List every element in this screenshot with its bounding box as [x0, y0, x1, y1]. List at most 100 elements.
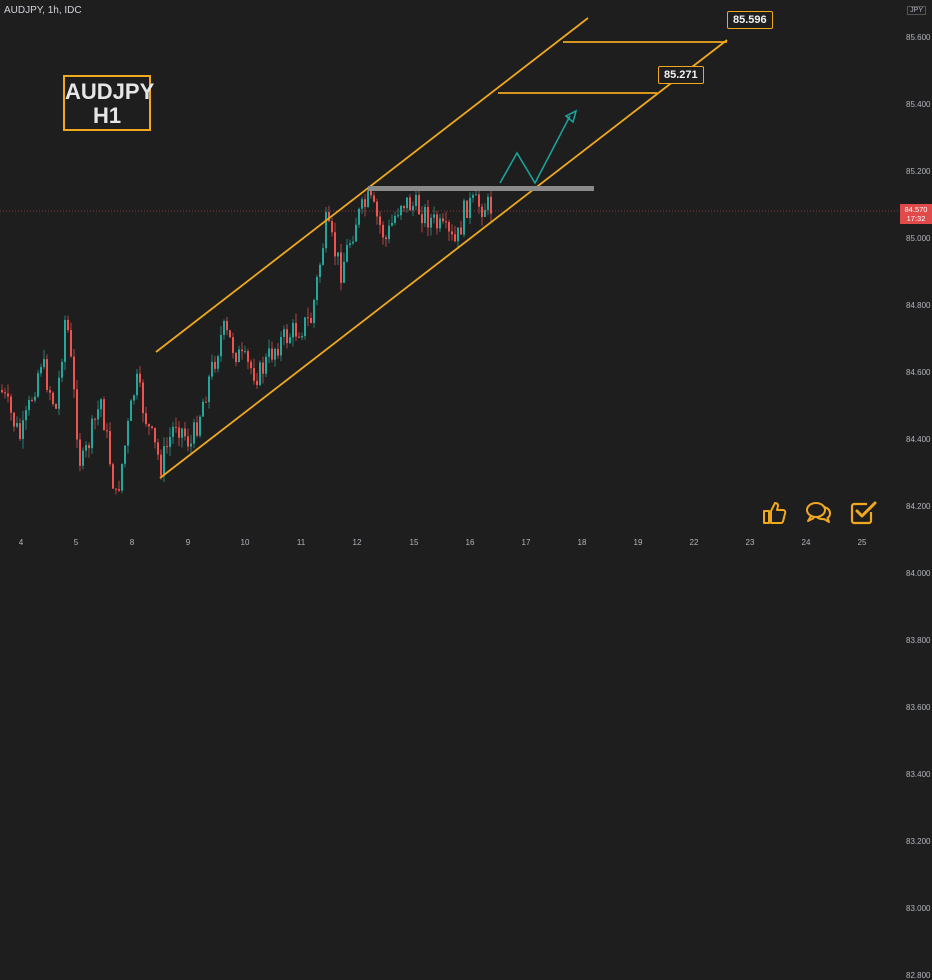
date-tick-label: 16 — [465, 538, 475, 547]
current-price-tag: 84.570 17:32 — [900, 204, 932, 224]
candle-body — [82, 450, 84, 466]
checkbox-check-icon[interactable] — [849, 498, 877, 526]
candle-body — [109, 431, 111, 465]
candle-body — [115, 488, 117, 490]
candle-body — [445, 221, 447, 223]
target-label-low[interactable]: 85.271 — [658, 66, 704, 84]
candle-body — [442, 218, 444, 222]
chat-bubbles-icon[interactable] — [804, 498, 832, 526]
candlestick-series — [1, 187, 492, 495]
price-tick-label: 85.000 — [906, 234, 931, 243]
candle-body — [490, 196, 492, 214]
symbol-info[interactable]: AUDJPY, 1h, IDC — [4, 5, 82, 16]
candle-body — [304, 317, 306, 337]
candle-body — [148, 424, 150, 427]
candle-body — [235, 352, 237, 363]
candle-body — [70, 330, 72, 357]
candle-body — [412, 205, 414, 211]
candle-body — [61, 361, 63, 378]
candle-body — [319, 264, 321, 278]
candle-body — [139, 373, 141, 383]
candle-body — [325, 212, 327, 249]
candle-body — [424, 206, 426, 224]
candle-body — [97, 409, 99, 420]
candle-body — [409, 197, 411, 211]
candle-body — [463, 200, 465, 235]
candle-body — [247, 351, 249, 362]
candle-body — [433, 214, 435, 218]
date-tick-label: 11 — [296, 538, 306, 547]
title-box: AUDJPY H1 — [63, 75, 155, 131]
candle-body — [346, 245, 348, 262]
candle-body — [397, 215, 399, 217]
candle-body — [370, 190, 372, 196]
candle-body — [280, 336, 282, 356]
candle-body — [133, 395, 135, 401]
candle-body — [193, 422, 195, 444]
candle-body — [241, 349, 243, 352]
candle-body — [298, 336, 300, 338]
candle-body — [64, 319, 66, 362]
title-symbol: AUDJPY — [65, 79, 155, 104]
candle-body — [454, 234, 456, 242]
resistance-zone[interactable] — [368, 186, 594, 191]
channel-upper-line[interactable] — [155, 17, 589, 353]
title-timeframe: H1 — [92, 103, 122, 128]
date-tick-label: 25 — [857, 538, 867, 547]
candle-body — [364, 199, 366, 208]
currency-badge: JPY — [907, 6, 926, 15]
candle-body — [187, 436, 189, 447]
candle-body — [367, 190, 369, 208]
candle-body — [121, 463, 123, 491]
candle-body — [259, 362, 261, 385]
date-tick-label: 15 — [409, 538, 419, 547]
candle-body — [112, 464, 114, 489]
candle-body — [487, 196, 489, 211]
date-tick-label: 24 — [801, 538, 811, 547]
candle-body — [190, 443, 192, 447]
projection-path[interactable] — [499, 115, 571, 185]
candle-body — [208, 376, 210, 402]
date-tick-label: 22 — [689, 538, 699, 547]
candle-body — [232, 337, 234, 353]
candle-body — [421, 214, 423, 224]
candle-body — [250, 361, 252, 369]
candle-body — [322, 248, 324, 265]
candle-body — [7, 393, 9, 397]
price-chart[interactable] — [0, 0, 932, 550]
candle-body — [307, 317, 309, 319]
price-tick-label: 85.600 — [906, 33, 931, 42]
candle-body — [67, 319, 69, 331]
candle-body — [283, 329, 285, 337]
candle-body — [127, 420, 129, 446]
price-tick-label: 84.400 — [906, 435, 931, 444]
candle-body — [58, 377, 60, 409]
candle-body — [169, 436, 171, 447]
candle-body — [382, 224, 384, 238]
candle-body — [469, 197, 471, 218]
candle-body — [313, 300, 315, 323]
target-label-high[interactable]: 85.596 — [727, 11, 773, 29]
candle-body — [388, 225, 390, 240]
candle-body — [46, 359, 48, 390]
channel-lower-line[interactable] — [159, 39, 728, 479]
candle-body — [223, 320, 225, 335]
candle-body — [79, 439, 81, 466]
candle-body — [22, 420, 24, 440]
thumbs-up-icon[interactable] — [760, 498, 788, 526]
price-tick-label: 83.000 — [906, 904, 931, 913]
candle-body — [475, 194, 477, 196]
date-tick-label: 8 — [129, 538, 135, 547]
candle-body — [343, 261, 345, 283]
candle-body — [163, 446, 165, 476]
candle-body — [1, 390, 3, 393]
candle-body — [199, 416, 201, 436]
date-tick-label: 9 — [185, 538, 191, 547]
candle-body — [391, 222, 393, 226]
candle-body — [274, 348, 276, 360]
candle-body — [436, 214, 438, 229]
candle-body — [406, 197, 408, 209]
candle-body — [178, 427, 180, 438]
candle-body — [142, 382, 144, 414]
candle-body — [40, 367, 42, 374]
